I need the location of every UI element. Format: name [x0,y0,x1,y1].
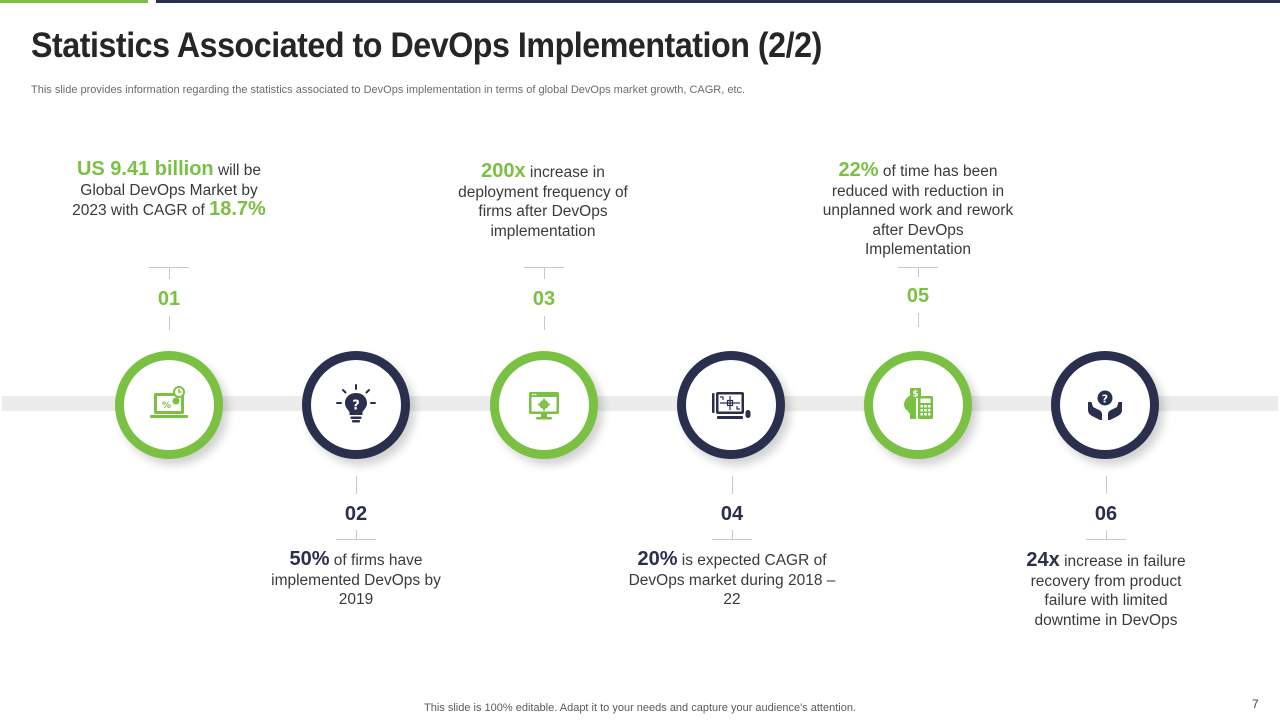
page-number: 7 [1252,697,1259,711]
step-04-connector-h [712,539,752,540]
step-01-connector-top [169,267,170,279]
step-06-highlight: 24x [1026,549,1060,571]
step-02-connector-top [356,476,357,494]
step-05-circle: $ [864,351,972,459]
step-05-description: 22% of time has been reduced with reduct… [818,159,1018,260]
top-accent-bar-green [0,0,148,3]
step-03-connector-bottom [544,316,545,330]
step-05-highlight: 22% [838,159,879,181]
top-accent-bar-navy [156,0,1280,3]
step-04-text: is expected CAGR of DevOps market during… [628,552,836,609]
svg-text:?: ? [1102,393,1108,406]
step-04-number: 04 [720,503,744,525]
step-02-connector-bottom [356,530,357,539]
footer-note: This slide is 100% editable. Adapt it to… [424,702,856,714]
step-06-description: 24x increase in failure recovery from pr… [1011,549,1201,630]
hands-question-icon: ? [1088,390,1122,420]
page-subtitle: This slide provides information regardin… [31,84,746,96]
step-04-connector-top [732,476,733,494]
step-06-number: 06 [1094,503,1118,525]
step-03-connector-top [544,267,545,279]
lightbulb-question-icon: ? [336,384,376,423]
step-01-highlight-2: 18.7% [209,198,266,221]
step-05-text: of time has been reduced with reduction … [822,163,1014,259]
step-05-connector-bottom [918,313,919,327]
step-06-text: increase in failure recovery from produc… [1030,553,1186,629]
step-06-circle: ? [1051,351,1159,459]
step-01-description: US 9.41 billion will be Global DevOps Ma… [64,158,274,221]
step-02-highlight: 50% [289,548,330,570]
step-02-number: 02 [344,503,368,525]
step-03-description: 200x increase in deployment frequency of… [443,160,643,241]
step-01-connector-bottom [169,316,170,330]
tablet-workflow-icon [712,392,751,419]
step-02-connector-h [336,539,376,540]
step-04-highlight: 20% [637,548,678,570]
svg-text:%: % [162,401,171,411]
step-01-number: 01 [157,288,181,310]
step-02-circle: ? [302,351,410,459]
step-02-text: of firms have implemented DevOps by 2019 [271,552,441,609]
monitor-gear-icon [529,392,559,420]
step-03-text: increase in deployment frequency of firm… [458,164,628,240]
svg-text:$: $ [912,390,918,400]
step-01-circle: % [115,351,223,459]
step-04-connector-bottom [732,530,733,539]
step-06-connector-top [1106,476,1107,494]
svg-text:?: ? [352,399,360,414]
step-05-connector-top [918,267,919,277]
page-title: Statistics Associated to DevOps Implemen… [31,26,822,65]
laptop-percent-chart-icon: % [150,386,188,418]
step-01-highlight: US 9.41 billion [76,158,214,180]
head-dollar-calculator-icon: $ [904,388,933,419]
step-03-highlight: 200x [481,160,526,182]
step-04-description: 20% is expected CAGR of DevOps market du… [627,548,837,610]
step-06-connector-h [1086,539,1126,540]
step-01-text: will be Global DevOps Market by 2023 wit… [72,162,262,220]
step-03-number: 03 [532,288,556,310]
step-02-description: 50% of firms have implemented DevOps by … [266,548,446,610]
step-04-circle [677,351,785,459]
step-03-circle [490,351,598,459]
step-05-number: 05 [906,285,930,307]
step-06-connector-bottom [1106,530,1107,539]
